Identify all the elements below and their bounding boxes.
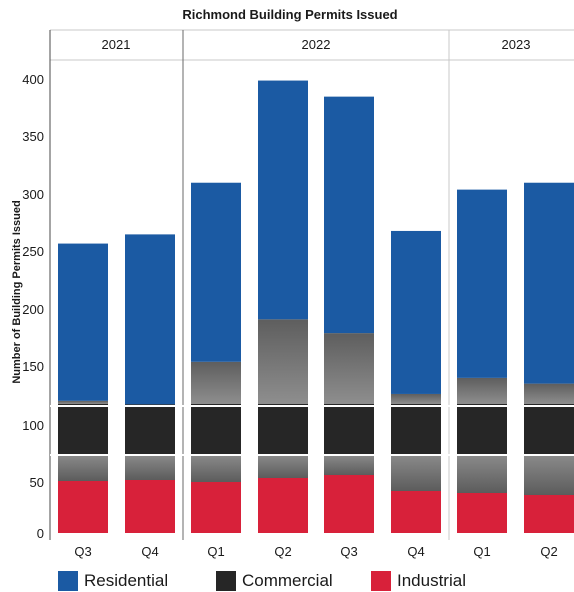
bar-segment-residential: [457, 189, 507, 378]
y-tick-250: 250: [22, 244, 44, 259]
year-label-2023: 2023: [502, 37, 531, 52]
legend-label-commercial: Commercial: [242, 571, 333, 590]
y-tick-50: 50: [30, 475, 44, 490]
y-axis-label: Number of Building Permits Issued: [11, 200, 23, 383]
bar-segment-industrial: [58, 481, 108, 533]
legend-swatch-industrial: [371, 571, 391, 591]
bar-segment-residential: [58, 243, 108, 401]
bar-segment-commercial-break: [324, 404, 374, 455]
legend: Residential Commercial Industrial: [58, 571, 466, 591]
bar-segment-industrial: [457, 493, 507, 533]
legend-swatch-residential: [58, 571, 78, 591]
bar-segment-commercial-upper: [191, 361, 241, 404]
bar-segment-commercial-break: [258, 404, 308, 455]
bar-segment-commercial-break: [58, 404, 108, 455]
bar-segment-residential: [524, 182, 574, 384]
y-tick-200: 200: [22, 302, 44, 317]
bars-layer: [50, 80, 574, 533]
bar-segment-commercial-break: [457, 404, 507, 455]
legend-swatch-commercial: [216, 571, 236, 591]
y-tick-350: 350: [22, 129, 44, 144]
x-tick-label: Q2: [274, 544, 291, 559]
bar-segment-commercial-break: [524, 404, 574, 455]
bar-segment-commercial-lower: [58, 455, 108, 481]
x-tick-label: Q1: [207, 544, 224, 559]
legend-label-industrial: Industrial: [397, 571, 466, 590]
y-tick-150: 150: [22, 359, 44, 374]
y-tick-0: 0: [37, 526, 44, 541]
bar-segment-industrial: [191, 482, 241, 533]
bar-segment-commercial-break: [125, 404, 175, 455]
bar-segment-commercial-break: [191, 404, 241, 455]
y-tick-300: 300: [22, 187, 44, 202]
bar-segment-commercial-lower: [125, 455, 175, 480]
bar-segment-industrial: [125, 480, 175, 533]
y-tick-100: 100: [22, 418, 44, 433]
bar-segment-residential: [391, 230, 441, 394]
axis-break-gap: [50, 405, 574, 407]
bar-segment-commercial-lower: [191, 455, 241, 482]
bar-segment-industrial: [324, 475, 374, 533]
bar-segment-commercial-upper: [258, 319, 308, 404]
x-tick-label: Q1: [473, 544, 490, 559]
bar-segment-commercial-lower: [391, 455, 441, 491]
x-tick-label: Q3: [340, 544, 357, 559]
bar-segment-industrial: [258, 478, 308, 533]
bar-segment-commercial-lower: [324, 455, 374, 475]
x-tick-label: Q4: [141, 544, 158, 559]
category-labels: Q3 Q4 Q1 Q2 Q3 Q4 Q1 Q2: [74, 544, 557, 559]
bar-segment-commercial-upper: [391, 393, 441, 404]
chart-title: Richmond Building Permits Issued: [182, 7, 397, 22]
y-tick-400: 400: [22, 72, 44, 87]
x-tick-label: Q2: [540, 544, 557, 559]
bar-segment-residential: [258, 80, 308, 320]
bar-segment-industrial: [391, 491, 441, 533]
bar-segment-commercial-break: [391, 404, 441, 455]
x-tick-label: Q4: [407, 544, 424, 559]
year-label-2021: 2021: [102, 37, 131, 52]
bar-segment-residential: [125, 234, 175, 405]
x-tick-label: Q3: [74, 544, 91, 559]
bar-segment-industrial: [524, 495, 574, 533]
axis-break-gap: [50, 454, 574, 456]
bar-segment-commercial-lower: [258, 455, 308, 478]
bar-segment-commercial-upper: [457, 377, 507, 404]
year-label-2022: 2022: [302, 37, 331, 52]
bar-segment-residential: [191, 182, 241, 362]
bar-segment-commercial-lower: [524, 455, 574, 495]
bar-segment-commercial-upper: [524, 383, 574, 404]
bar-segment-residential: [324, 96, 374, 334]
bar-segment-commercial-upper: [324, 333, 374, 404]
bar-segment-commercial-upper: [58, 400, 108, 404]
bar-segment-commercial-lower: [457, 455, 507, 493]
legend-label-residential: Residential: [84, 571, 168, 590]
